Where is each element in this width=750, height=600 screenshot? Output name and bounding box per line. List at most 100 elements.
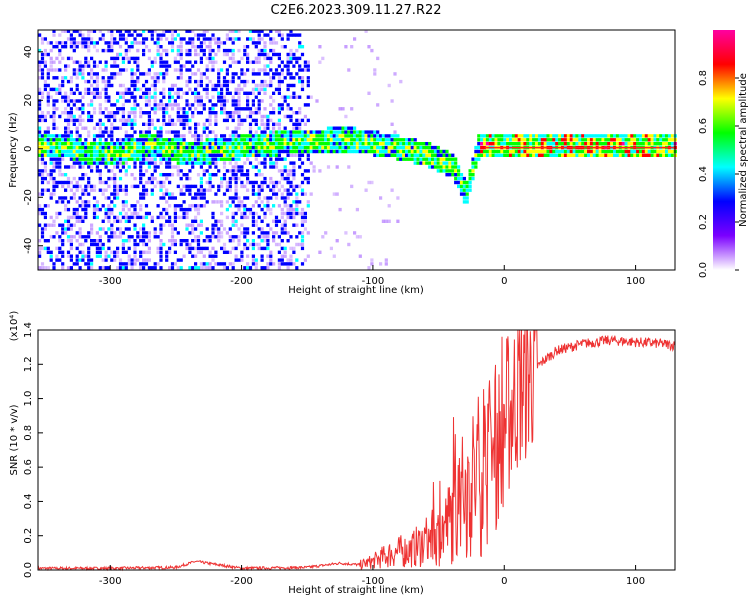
spectrogram-cell [182,149,186,154]
spectrogram-cell [589,142,594,146]
spectrogram-cell [110,114,114,119]
spectrogram-cell [136,157,140,161]
spectrogram-cell [121,149,125,154]
spectrogram-cell [110,138,114,142]
spectrogram-cell [61,149,65,154]
spectrogram-cell [153,169,157,173]
spectrogram-cell [546,149,550,154]
spectrogram-cell [199,33,203,37]
spectrogram-cell [196,239,201,243]
spectrogram-cell [251,180,255,185]
spectrogram-cell [110,250,114,254]
spectrogram-cell [529,153,533,157]
spectrogram-cell [81,200,85,204]
spectrogram-cell [78,60,82,64]
spectrogram-cell [66,79,71,84]
spectrogram-cell [286,103,290,107]
spectrogram-cell [254,142,258,146]
spectrogram-cell [107,215,111,220]
spectrogram-cell [280,142,284,146]
spectrogram-cell [58,200,62,204]
spectrogram-cell [214,235,218,239]
spectrogram-cell [92,72,97,76]
spectrogram-cell [517,138,521,142]
spectrogram-cell [162,180,166,185]
spectrogram-cell [64,95,68,99]
spectrogram-cell [185,207,189,212]
spectrogram-cell [257,235,261,239]
spectrogram-cell [526,142,530,146]
spectrogram-cell [381,142,385,146]
spectrogram-cell [104,207,108,212]
spectrogram-cell [107,204,111,208]
spectrogram-cell [306,176,310,181]
spectrogram-cell [179,157,183,161]
spectrogram-cell [81,72,85,76]
spectrogram-cell [188,79,192,84]
spectrogram-cell [303,142,307,146]
spectrogram-cell [205,239,209,243]
spectrogram-cell [121,138,125,142]
spectrogram-cell [257,169,261,173]
spectrogram-cell [263,33,267,37]
spectrogram-cell [231,223,235,227]
spectrogram-cell [179,122,183,126]
spectrogram-cell [61,180,65,185]
spectrogram-cell [165,153,169,157]
spectrogram-cell [87,103,91,107]
spectrogram-cell [214,138,218,142]
spectrogram-cell [269,254,273,258]
spectrogram-cell [563,138,568,142]
spectrogram-cell [656,149,660,154]
spectrogram-cell [448,169,452,173]
spectrogram-cell [335,239,339,243]
spectrogram-cell [173,204,177,208]
spectrogram-cell [188,169,192,173]
spectrogram-cell [361,145,365,150]
spectrogram-cell [69,130,73,134]
spectrogram-cell [234,169,238,173]
spectrogram-cell [66,122,71,126]
spectrogram-cell [494,153,498,157]
spectrogram-cell [205,188,209,192]
spectrogram-cell [220,99,224,103]
spectrogram-cell [40,180,45,185]
spectrogram-cell [205,87,209,92]
spectrogram-cell [55,68,59,72]
spectrogram-cell [237,91,241,95]
spectrogram-cell [286,56,290,61]
spectrogram-cell [277,266,281,270]
spectrogram-cell [251,29,255,33]
spectrogram-cell [358,134,362,138]
spectrogram-cell [202,157,206,161]
spectrogram-cell [118,72,123,76]
spectrogram-cell [173,29,177,33]
spectrogram-cell [225,149,229,154]
spectrogram-cell [150,83,154,88]
spectrogram-cell [185,153,189,157]
spectrogram-cell [144,99,149,103]
spectrogram-cell [344,126,348,130]
snr-x-tick-label: 100 [626,576,645,587]
spectrogram-cell [208,111,212,115]
spectrogram-cell [75,184,79,189]
spectrogram-cell [254,60,258,64]
spectrogram-cell [173,130,177,134]
spectrogram-cell [272,142,276,146]
spectrogram-cell [61,262,65,266]
spectrogram-cell [92,207,97,212]
spectrogram-cell [202,37,206,41]
spectrogram-cell [199,204,203,208]
spectrogram-cell [92,145,97,150]
spectrogram-cell [98,153,102,157]
spectrogram-cell [639,134,643,138]
spectrogram-cell [280,258,284,262]
spectrogram-cell [240,215,244,220]
spectrogram-cell [511,142,516,146]
spectrogram-cell [139,95,143,99]
spectrogram-cell [61,56,65,61]
spectrogram-cell [214,153,218,157]
spectrogram-cell [75,153,79,157]
spectrogram-cell [196,250,201,254]
spectrogram-cell [303,211,307,216]
